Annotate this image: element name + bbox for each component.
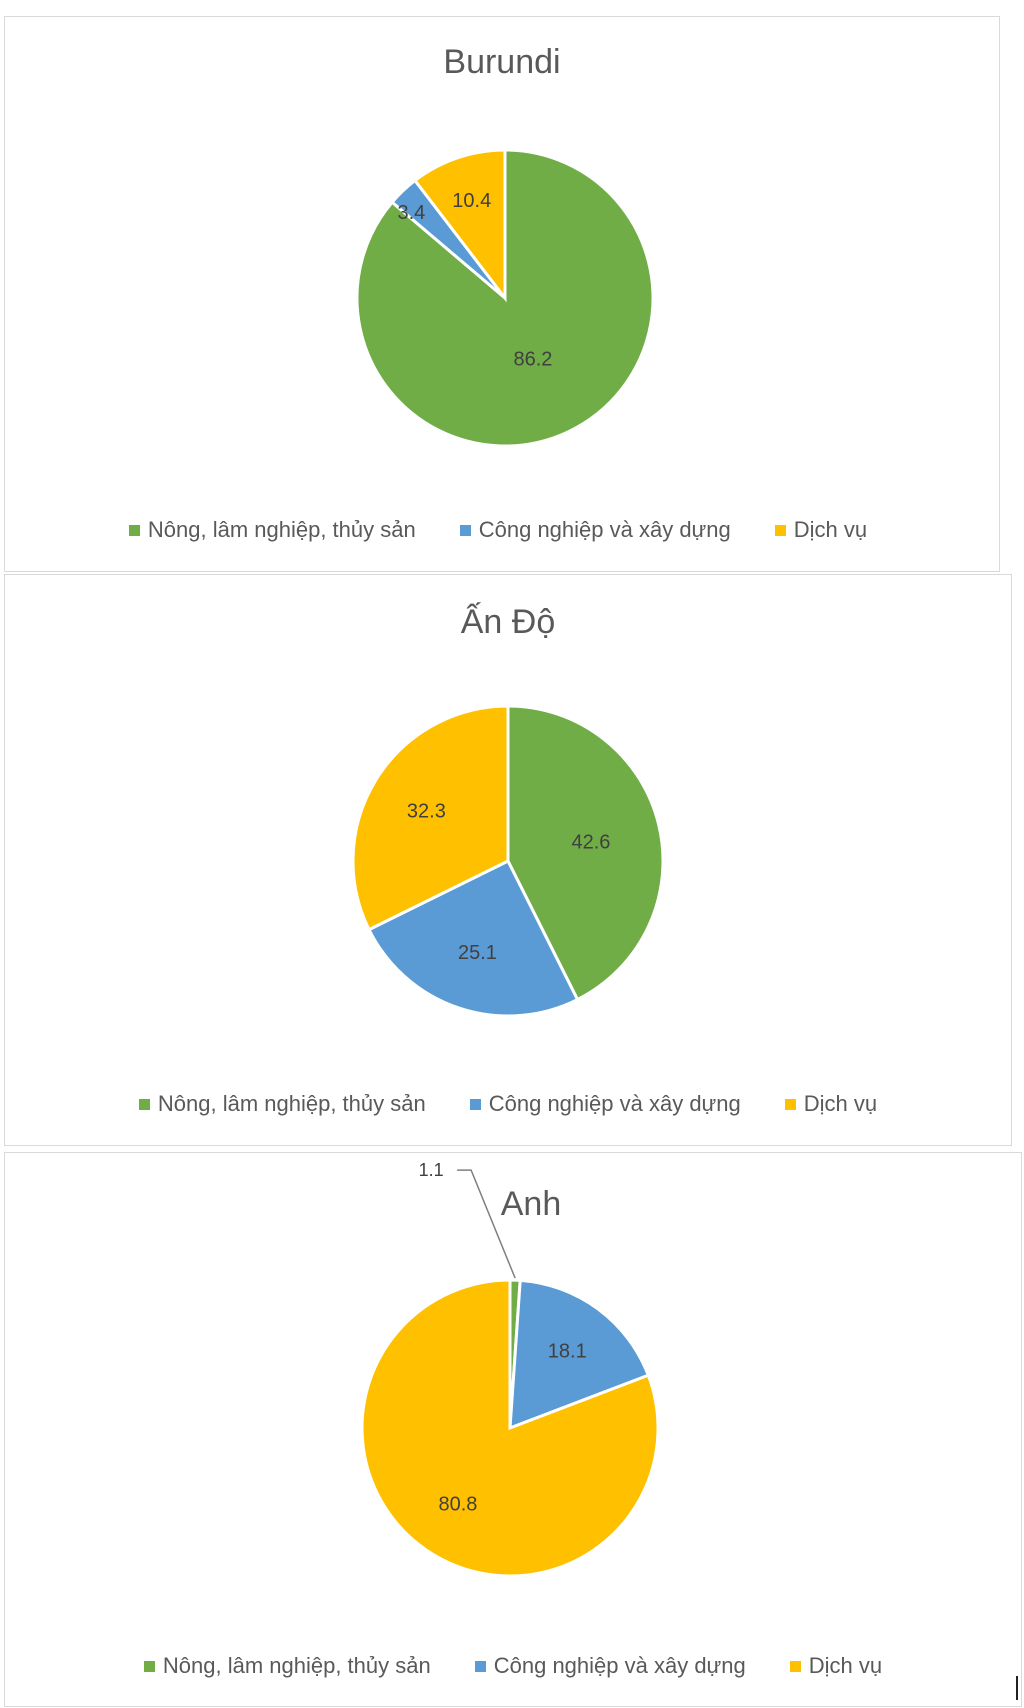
legend-item-agriculture: Nông, lâm nghiệp, thủy sản [128, 517, 416, 543]
legend: Nông, lâm nghiệp, thủy sản Công nghiệp v… [1, 517, 995, 543]
leader-line [457, 1169, 516, 1279]
legend-label: Dịch vụ [803, 1091, 878, 1116]
pie-slice [351, 704, 510, 932]
data-label: 80.8 [438, 1494, 477, 1516]
chart-title: Ấn Độ [460, 603, 556, 641]
legend-label: Công nghiệp và xây dựng [493, 1653, 746, 1678]
chart-panel-an-do: Ấn Độ 42.6 25.1 32.3 Nông, lâm nghiệp, thủ… [4, 574, 1012, 1146]
legend-swatch [138, 1098, 150, 1110]
legend-swatch [784, 1098, 796, 1110]
legend-item-industry: Công nghiệp và xây dựng [474, 1653, 746, 1679]
legend-item-industry: Công nghiệp và xây dựng [469, 1091, 741, 1117]
data-label: 18.1 [548, 1341, 587, 1363]
legend-label: Dịch vụ [793, 517, 868, 542]
legend-swatch [128, 524, 140, 536]
pie-slice [360, 1278, 660, 1578]
legend-item-agriculture: Nông, lâm nghiệp, thủy sản [138, 1091, 426, 1117]
legend-label: Nông, lâm nghiệp, thủy sản [147, 517, 416, 542]
legend-item-services: Dịch vụ [774, 517, 868, 543]
pie-chart: 42.6 25.1 32.3 [351, 704, 665, 1018]
data-label: 32.3 [407, 800, 446, 822]
data-label: 25.1 [458, 942, 497, 964]
legend-label: Nông, lâm nghiệp, thủy sản [157, 1091, 426, 1116]
legend-label: Nông, lâm nghiệp, thủy sản [162, 1653, 431, 1678]
pie-chart: 86.2 3.4 10.4 [355, 148, 655, 448]
pie-slice [367, 858, 580, 1018]
legend-label: Công nghiệp và xây dựng [478, 517, 731, 542]
data-label: 3.4 [398, 202, 426, 224]
legend-swatch [774, 524, 786, 536]
chart-title: Burundi [443, 43, 561, 81]
legend-swatch [469, 1098, 481, 1110]
legend-item-agriculture: Nông, lâm nghiệp, thủy sản [143, 1653, 431, 1679]
legend-label: Công nghiệp và xây dựng [488, 1091, 741, 1116]
legend-label: Dịch vụ [808, 1653, 883, 1678]
legend-swatch [143, 1660, 155, 1672]
data-label: 42.6 [571, 831, 610, 853]
data-label: 10.4 [452, 190, 491, 212]
data-label: 1.1 [419, 1160, 444, 1180]
chart-panel-burundi: Burundi 86.2 3.4 10.4 Nông, lâm nghiệp, th… [4, 16, 1000, 572]
legend: Nông, lâm nghiệp, thủy sản Công nghiệp v… [5, 1091, 1011, 1117]
text-cursor-icon [1016, 1676, 1018, 1700]
chart-panel-anh: Anh 1.1 18.1 80.8 Nông, lâm nghiệp, thủy s… [4, 1152, 1022, 1707]
pie-slice [412, 148, 507, 303]
pie-slice [506, 704, 665, 1002]
pie-chart: 1.1 18.1 80.8 [360, 1160, 660, 1578]
legend-item-services: Dịch vụ [789, 1653, 883, 1679]
data-label: 86.2 [514, 348, 553, 370]
legend-swatch [474, 1660, 486, 1672]
legend-swatch [459, 524, 471, 536]
legend-swatch [789, 1660, 801, 1672]
pie-slice [508, 1278, 651, 1431]
legend-item-industry: Công nghiệp và xây dựng [459, 517, 731, 543]
legend: Nông, lâm nghiệp, thủy sản Công nghiệp v… [5, 1653, 1021, 1679]
legend-item-services: Dịch vụ [784, 1091, 878, 1117]
chart-title: Anh [500, 1185, 562, 1223]
